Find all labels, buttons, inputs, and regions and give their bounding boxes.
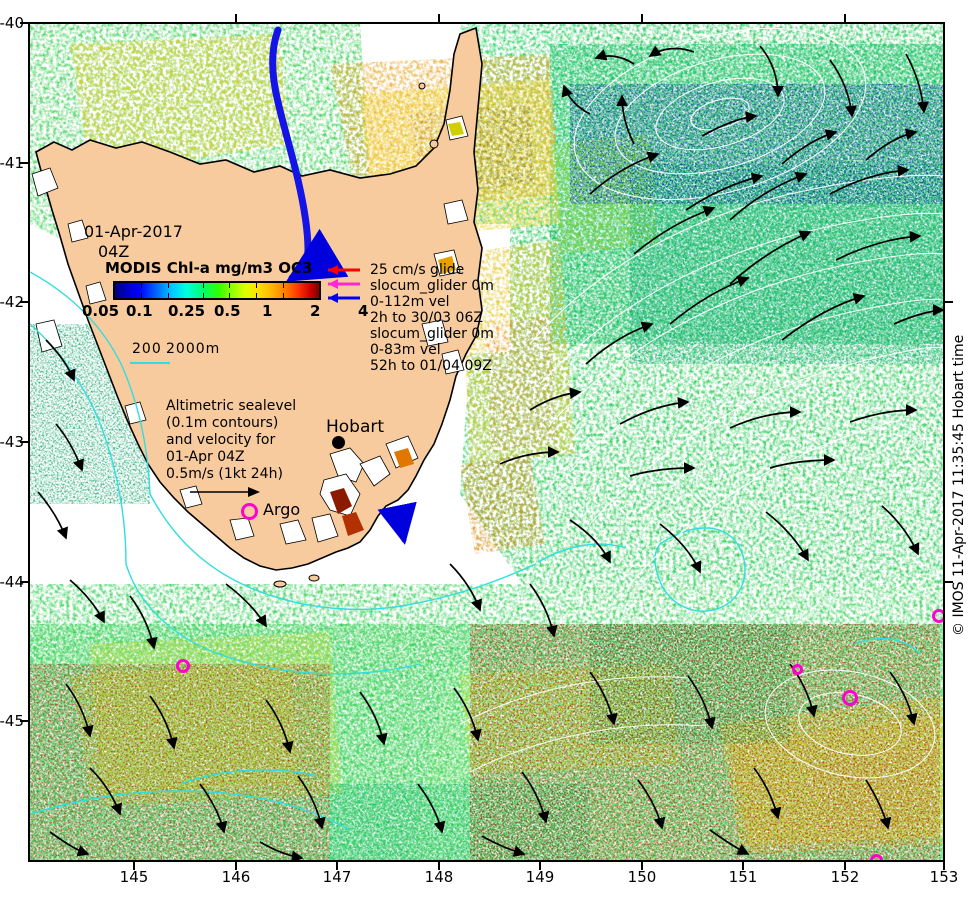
vector-legend-extra-1: slocum_glider 0m [370,326,494,342]
x-tick-mark-top [235,14,237,22]
glider-track-north [269,26,349,282]
chlorophyll-raster-layer [30,24,943,860]
y-axis-tick-label: -41 [0,154,24,172]
bathymetry-label-2000: 2000m [166,341,221,357]
x-tick-mark [641,862,643,870]
x-tick-mark-top [438,14,440,22]
x-axis-tick-label: 145 [119,868,149,886]
x-axis-tick-label: 149 [525,868,555,886]
hobart-city-dot [332,436,345,449]
colorbar-tick-2: 0.25 [168,302,206,320]
x-tick-mark [742,862,744,870]
altimetry-note-line-3: 01-Apr 04Z [166,449,245,465]
x-axis-tick-label: 147 [322,868,352,886]
vector-legend-row-2: 0-112m vel [370,294,450,310]
vector-legend-arrows [328,265,360,303]
chlorophyll-colorbar [113,281,321,300]
time-label: 04Z [98,242,130,261]
argo-float-marker[interactable] [176,659,190,673]
x-tick-mark [235,862,237,870]
colorbar-title: MODIS Chl-a mg/m3 OC3 [105,259,313,277]
x-tick-mark [438,862,440,870]
y-tick-mark [20,441,28,443]
x-axis-tick-label: 151 [728,868,758,886]
glider-track-south [377,501,417,545]
argo-float-marker[interactable] [792,664,803,675]
bathymetry-key-line [130,362,170,364]
y-tick-mark [20,22,28,24]
x-tick-mark [336,862,338,870]
x-tick-mark [539,862,541,870]
altimetry-note-line-2: and velocity for [166,432,276,448]
y-axis-tick-label: -40 [0,14,24,32]
vector-legend-extra-3: 52h to 01/04 09Z [370,358,492,374]
bathymetry-label-200: 200 [132,341,162,357]
colorbar-tick-5: 2 [310,302,321,320]
x-axis-tick-label: 152 [830,868,860,886]
y-tick-mark [20,720,28,722]
x-tick-mark-top [641,14,643,22]
colorbar-tick-0: 0.05 [82,302,120,320]
hobart-label: Hobart [326,417,385,437]
colorbar-tick-6: 4 [358,302,369,320]
x-tick-mark [943,862,945,870]
argo-float-marker[interactable] [842,690,858,706]
x-axis-tick-label: 146 [221,868,251,886]
y-tick-mark-right [945,581,953,583]
argo-float-marker[interactable] [932,609,943,623]
bathymetry-contours [30,271,921,831]
map-plot-frame: Hobart 01-Apr-2017 04Z MODIS Chl-a mg/m3… [28,22,945,862]
x-axis-tick-label: 148 [424,868,454,886]
colorbar-tick-1: 0.1 [126,302,153,320]
x-axis-tick-label: 150 [627,868,657,886]
vector-legend-row-0: 25 cm/s glide [370,262,465,278]
colorbar-tick-3: 0.5 [214,302,241,320]
y-tick-mark [20,301,28,303]
altimetry-note-line-4: 0.5m/s (1kt 24h) [166,466,283,482]
colorbar-tick-4: 1 [262,302,273,320]
velocity-arrows [37,45,943,860]
x-axis-tick-label: 153 [929,868,959,886]
glider-tracks [269,26,417,545]
y-axis-tick-label: -45 [0,712,24,730]
x-tick-mark-top [844,14,846,22]
y-tick-mark-right [945,301,953,303]
copyright-label: © IMOS 11-Apr-2017 11:35:45 Hobart time [951,334,967,636]
vector-legend-extra-2: 0-83m vel [370,342,441,358]
altimetry-note-line-1: (0.1m contours) [166,415,279,431]
y-axis-tick-label: -42 [0,293,24,311]
x-tick-mark [844,862,846,870]
date-label: 01-Apr-2017 [84,222,183,241]
map-canvas: Hobart 01-Apr-2017 04Z MODIS Chl-a mg/m3… [30,24,943,860]
velocity-scale-arrow [190,487,260,497]
y-axis-tick-label: -43 [0,433,24,451]
argo-legend-marker [241,503,258,520]
argo-legend-label: Argo [263,500,301,519]
y-tick-mark [20,162,28,164]
y-tick-mark [20,581,28,583]
altimetry-note-line-0: Altimetric sealevel [166,398,297,414]
argo-float-marker[interactable] [870,854,883,860]
y-axis-tick-label: -44 [0,573,24,591]
vector-legend-extra-0: 2h to 30/03 06Z [370,310,483,326]
x-tick-mark [133,862,135,870]
vector-legend-row-1: slocum_glider 0m [370,278,494,294]
